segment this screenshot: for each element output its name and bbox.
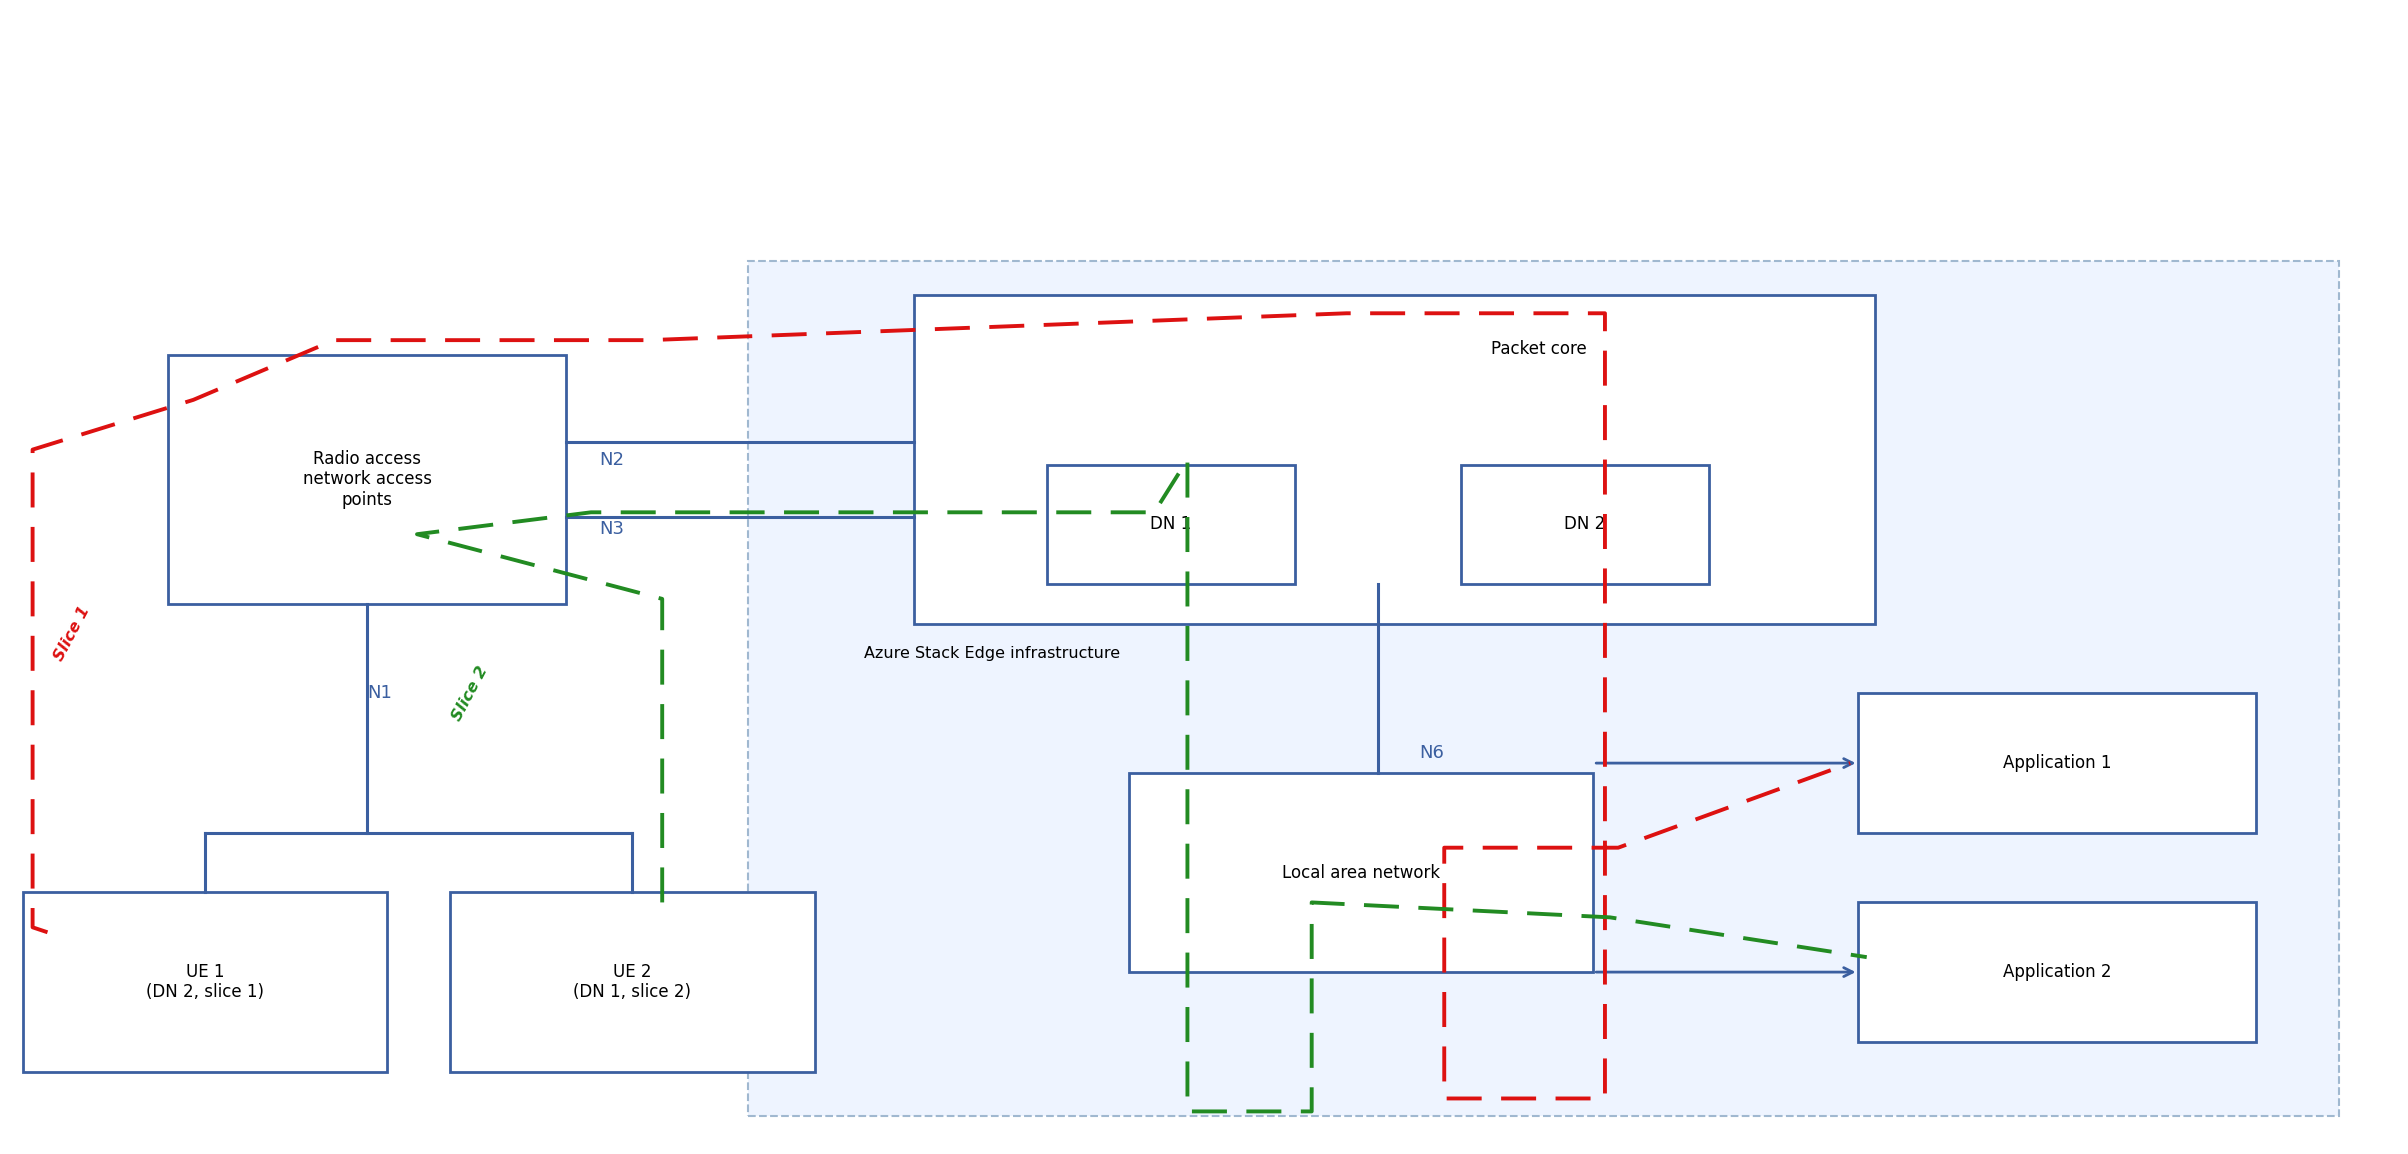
Text: N6: N6: [1418, 744, 1445, 762]
Bar: [1859, 694, 2256, 833]
Bar: [915, 295, 1876, 624]
Text: Azure Stack Edge infrastructure: Azure Stack Edge infrastructure: [864, 646, 1120, 661]
Text: N1: N1: [368, 684, 393, 703]
Text: UE 2
(DN 1, slice 2): UE 2 (DN 1, slice 2): [573, 962, 691, 1002]
Bar: [1129, 773, 1594, 972]
Bar: [749, 261, 2338, 1116]
Text: Local area network: Local area network: [1283, 863, 1440, 882]
Text: Application 1: Application 1: [2003, 754, 2112, 772]
Text: N3: N3: [600, 520, 624, 538]
Bar: [22, 892, 388, 1072]
Text: Application 2: Application 2: [2003, 964, 2112, 981]
Text: N2: N2: [600, 450, 624, 469]
Bar: [1859, 902, 2256, 1042]
Text: Packet core: Packet core: [1491, 340, 1587, 358]
Bar: [450, 892, 814, 1072]
Text: Slice 2: Slice 2: [450, 664, 491, 724]
Text: Slice 1: Slice 1: [51, 604, 94, 664]
Bar: [169, 355, 566, 604]
Text: DN 2: DN 2: [1565, 515, 1606, 533]
Text: DN 1: DN 1: [1151, 515, 1192, 533]
Text: Radio access
network access
points: Radio access network access points: [303, 450, 431, 509]
Bar: [1047, 465, 1296, 584]
Bar: [1462, 465, 1710, 584]
Text: UE 1
(DN 2, slice 1): UE 1 (DN 2, slice 1): [147, 962, 265, 1002]
